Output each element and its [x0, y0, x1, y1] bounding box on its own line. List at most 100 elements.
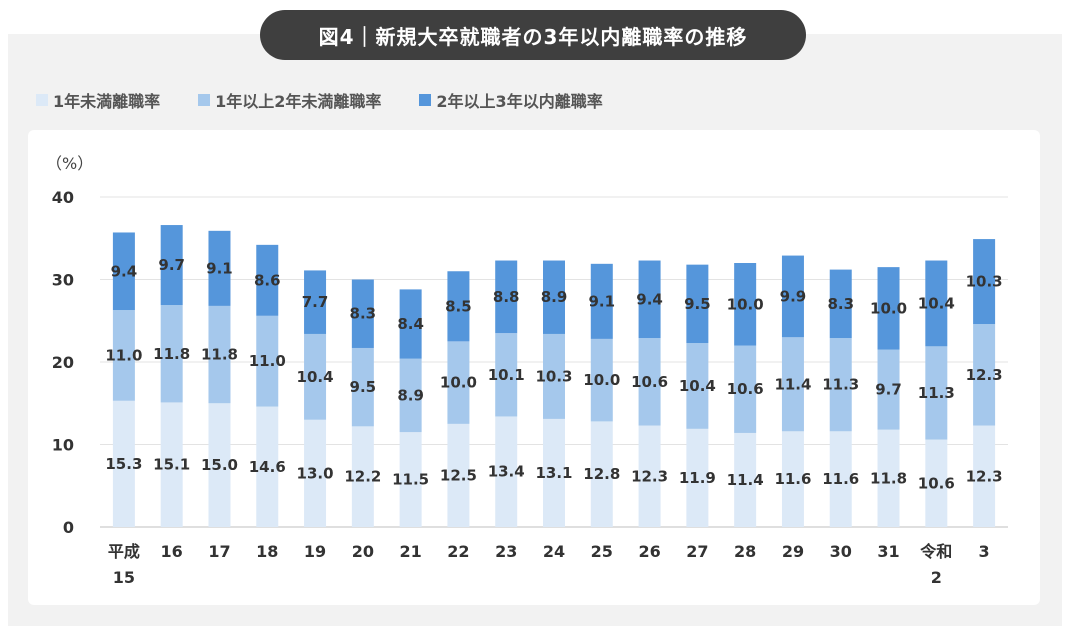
bar-segment [447, 423, 470, 527]
x-tick-label: 30 [830, 542, 852, 561]
data-label: 10.0 [870, 299, 907, 317]
bar-segment [973, 239, 996, 325]
data-label: 9.4 [111, 262, 138, 280]
x-tick-label: 23 [495, 542, 517, 561]
y-tick-label: 0 [63, 518, 74, 537]
bar-segment [638, 260, 661, 339]
bar-segment [638, 338, 661, 426]
data-label: 8.3 [350, 305, 377, 323]
legend-swatch-3 [419, 94, 432, 106]
data-label: 9.1 [589, 292, 616, 310]
x-tick-label: 31 [877, 542, 899, 561]
bar-segment [256, 315, 279, 407]
bar-segment [829, 338, 852, 432]
legend-item-2: 1年以上2年未満離職率 [198, 88, 381, 112]
x-tick-label: 18 [256, 542, 278, 561]
data-label: 11.9 [679, 469, 716, 487]
bar-segment [543, 260, 565, 334]
bar-segment [112, 400, 135, 527]
bar-segment [973, 324, 996, 426]
x-tick-label: 令和 [919, 542, 952, 561]
bar-segment [304, 419, 327, 527]
bar-segment [590, 338, 613, 422]
bar-segment [877, 349, 900, 430]
data-label: 10.4 [297, 368, 334, 386]
data-label: 8.4 [397, 315, 424, 333]
data-label: 11.3 [822, 376, 859, 394]
data-label: 10.3 [966, 273, 1003, 291]
data-label: 12.5 [440, 466, 477, 484]
bar-segment [351, 426, 374, 527]
data-label: 12.2 [344, 468, 381, 486]
bar-segment [112, 232, 135, 311]
bar-segment [590, 421, 613, 527]
legend-label-3: 2年以上3年以内離職率 [436, 92, 603, 111]
bar-segment [734, 263, 757, 346]
y-tick-label: 40 [52, 188, 74, 207]
bar-segment [447, 271, 470, 342]
bar-segment [925, 439, 948, 527]
x-tick-label: 25 [591, 542, 613, 561]
bar-segment [925, 346, 948, 440]
data-label: 11.3 [918, 384, 955, 402]
y-tick-label: 10 [52, 436, 74, 455]
bar-segment [351, 279, 374, 348]
bar-segment [686, 264, 709, 344]
x-tick-label: 28 [734, 542, 756, 561]
data-label: 15.0 [201, 456, 238, 474]
chart-card [28, 130, 1040, 605]
legend-swatch-1 [36, 94, 48, 106]
bar-segment [495, 416, 518, 527]
bar-segment [351, 347, 374, 427]
x-tick-label: 21 [399, 542, 421, 561]
data-label: 12.3 [966, 467, 1003, 485]
data-label: 11.6 [822, 470, 859, 488]
data-label: 10.3 [535, 367, 572, 385]
bar-segment [781, 337, 804, 432]
bar-segment [256, 406, 279, 527]
bar-segment [208, 305, 231, 404]
bar-segment [160, 225, 183, 306]
bar-segment [734, 345, 757, 433]
data-label: 15.3 [105, 455, 142, 473]
data-label: 8.9 [397, 386, 424, 404]
data-label: 7.7 [302, 293, 329, 311]
data-label: 10.4 [918, 294, 955, 312]
legend: 1年未満離職率 1年以上2年未満離職率 2年以上3年以内離職率 [36, 88, 603, 112]
bar-segment [973, 425, 996, 527]
legend-label-1: 1年未満離職率 [53, 92, 161, 111]
bar-segment [495, 333, 518, 417]
x-tick-label: 2 [931, 568, 942, 587]
data-label: 11.4 [774, 375, 811, 393]
bar-segment [686, 428, 709, 527]
x-tick-label: 19 [304, 542, 326, 561]
data-label: 9.5 [684, 295, 711, 313]
bar-segment [638, 425, 661, 527]
data-label: 10.6 [727, 380, 764, 398]
data-label: 9.9 [780, 287, 807, 305]
data-label: 12.3 [966, 366, 1003, 384]
x-tick-label: 3 [979, 542, 990, 561]
bar-segment [543, 333, 565, 419]
x-tick-label: 15 [113, 568, 135, 587]
y-axis-unit-label: （%） [46, 154, 94, 173]
data-label: 9.5 [350, 378, 377, 396]
legend-swatch-2 [198, 94, 211, 106]
data-label: 8.3 [827, 295, 854, 313]
x-tick-label: 平成 [108, 542, 140, 561]
bar-segment [781, 255, 804, 338]
data-label: 11.0 [249, 352, 286, 370]
data-label: 10.4 [679, 377, 716, 395]
bar-segment [160, 402, 183, 527]
y-tick-label: 30 [52, 271, 74, 290]
bar-segment [543, 418, 565, 527]
bar-segment [399, 289, 422, 359]
x-tick-label: 26 [638, 542, 660, 561]
bar-segment [399, 358, 422, 433]
data-label: 8.5 [445, 297, 472, 315]
bar-segment [256, 244, 279, 316]
y-tick-label: 20 [52, 353, 74, 372]
data-label: 8.9 [541, 288, 568, 306]
bar-segment [304, 270, 327, 334]
data-label: 11.8 [153, 345, 190, 363]
